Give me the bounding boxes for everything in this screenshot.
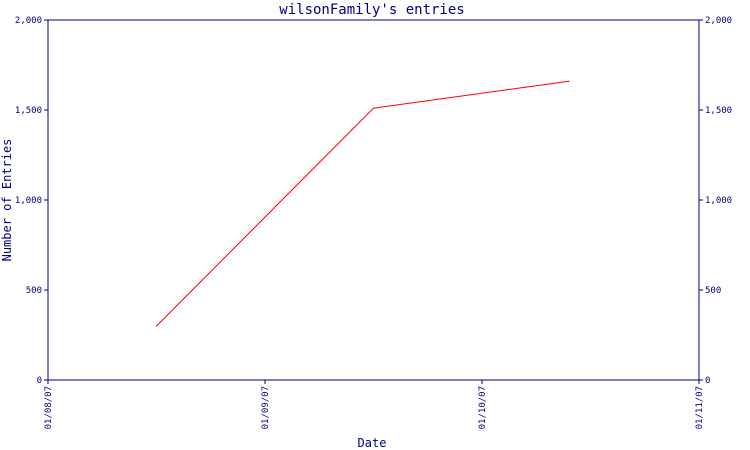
y-tick-label-left: 2,000	[15, 16, 42, 26]
data-point	[568, 80, 570, 82]
x-tick-label: 01/08/07	[44, 386, 54, 429]
y-tick-label-left: 500	[26, 286, 42, 296]
y-tick-label-left: 0	[37, 376, 42, 386]
x-axis-title: Date	[358, 436, 387, 450]
y-tick-label-right: 2,000	[705, 16, 732, 26]
y-axis-left: 0 500 1,000 1,500 2,000	[15, 16, 48, 386]
y-tick-label-right: 1,000	[705, 196, 732, 206]
data-point	[372, 107, 375, 109]
y-tick-label-left: 1,000	[15, 196, 42, 206]
y-tick-label-right: 0	[705, 376, 710, 386]
y-tick-label-right: 500	[705, 286, 721, 296]
y-tick-label-left: 1,500	[15, 106, 42, 116]
series-line	[156, 80, 569, 327]
y-axis-right: 0 500 1,000 1,500 2,000	[699, 16, 732, 386]
data-point	[155, 325, 158, 327]
x-tick-label: 01/09/07	[261, 386, 271, 429]
x-tick-label: 01/10/07	[478, 386, 488, 429]
y-axis-title: Number of Entries	[0, 139, 14, 262]
series-layer	[155, 80, 570, 327]
x-tick-label: 01/11/07	[695, 386, 705, 429]
y-tick-label-right: 1,500	[705, 106, 732, 116]
plot-frame	[47, 19, 700, 381]
x-axis: 01/08/07 01/09/07 01/10/07 01/11/07	[44, 380, 705, 429]
chart-title: wilsonFamily's entries	[279, 2, 464, 18]
